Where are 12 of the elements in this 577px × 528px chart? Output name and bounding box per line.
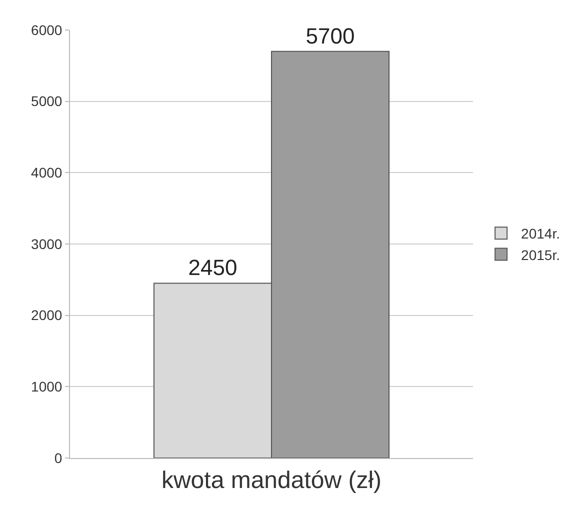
- x-tick-label: kwota mandatów (zł): [161, 466, 382, 494]
- data-label: 5700: [306, 23, 355, 48]
- y-tick-label: 6000: [31, 22, 62, 38]
- y-tick-label: 4000: [31, 164, 62, 181]
- y-tick-label: 2000: [31, 307, 62, 324]
- y-tick-label: 1000: [31, 378, 62, 395]
- legend-label: 2014r.: [521, 226, 560, 242]
- y-tick-label: 0: [54, 450, 62, 466]
- legend-label: 2015r.: [521, 246, 560, 263]
- y-tick-label: 5000: [31, 93, 62, 110]
- y-tick-label: 3000: [31, 236, 62, 252]
- data-label: 2450: [188, 255, 238, 280]
